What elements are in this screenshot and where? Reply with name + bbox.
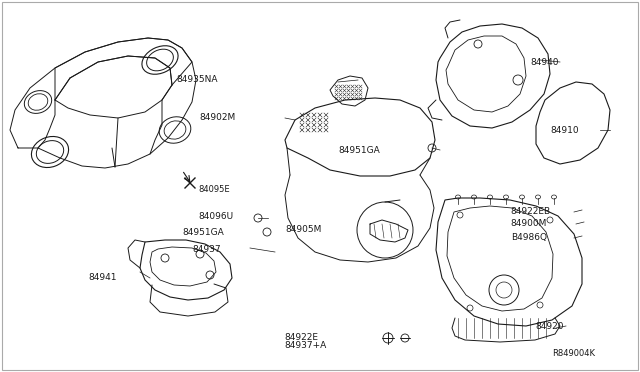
Text: 84920: 84920 (535, 322, 564, 331)
Text: 84951GA: 84951GA (182, 228, 224, 237)
Text: 84937: 84937 (192, 246, 221, 254)
Text: 84096U: 84096U (198, 212, 234, 221)
Text: 84910: 84910 (550, 126, 579, 135)
Text: 84935NA: 84935NA (176, 76, 218, 84)
Text: R849004K: R849004K (552, 349, 595, 358)
Text: 84941: 84941 (88, 273, 117, 282)
Text: 84922E: 84922E (285, 333, 319, 342)
Text: 84095E: 84095E (198, 185, 230, 193)
Text: B4986Q: B4986Q (511, 233, 547, 242)
Text: 84905M: 84905M (285, 225, 322, 234)
Text: 84900M: 84900M (511, 219, 547, 228)
Text: 84902M: 84902M (199, 113, 236, 122)
Text: 84937+A: 84937+A (285, 341, 327, 350)
Text: 84922EB: 84922EB (511, 207, 551, 216)
Text: 84951GA: 84951GA (338, 146, 380, 155)
Text: 84940: 84940 (530, 58, 559, 67)
